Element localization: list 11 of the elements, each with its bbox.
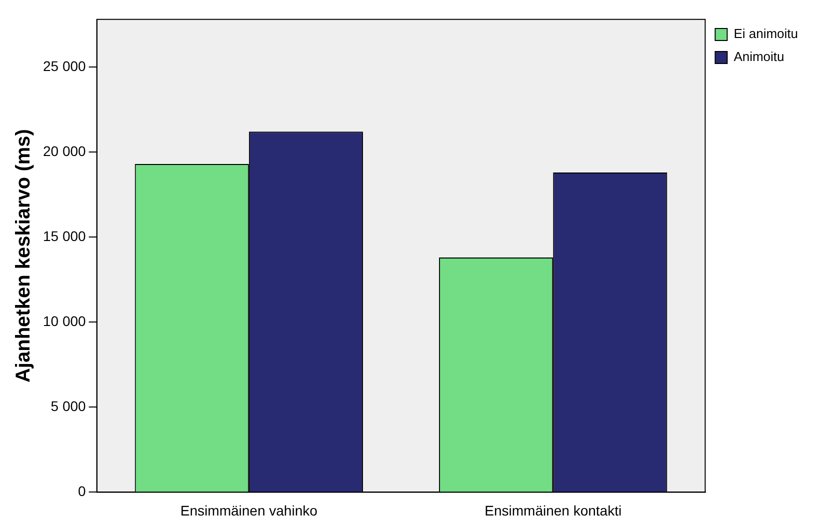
legend-label: Animoitu <box>734 49 784 64</box>
y-tick-label: 5 000 <box>50 398 86 414</box>
legend-label: Ei animoitu <box>734 26 798 42</box>
x-tick-label: Ensimmäinen kontakti <box>484 502 622 518</box>
y-tick-label: 20 000 <box>42 142 86 159</box>
y-tick-label: 15 000 <box>42 228 86 244</box>
x-tick-label: Ensimmäinen vahinko <box>180 502 318 518</box>
y-axis-title: Ajanhetken keskiarvo (ms) <box>12 129 35 383</box>
y-tick-label: 10 000 <box>42 312 86 329</box>
y-tick-label: 0 <box>78 483 86 500</box>
y-tick-label: 25 000 <box>42 58 86 74</box>
